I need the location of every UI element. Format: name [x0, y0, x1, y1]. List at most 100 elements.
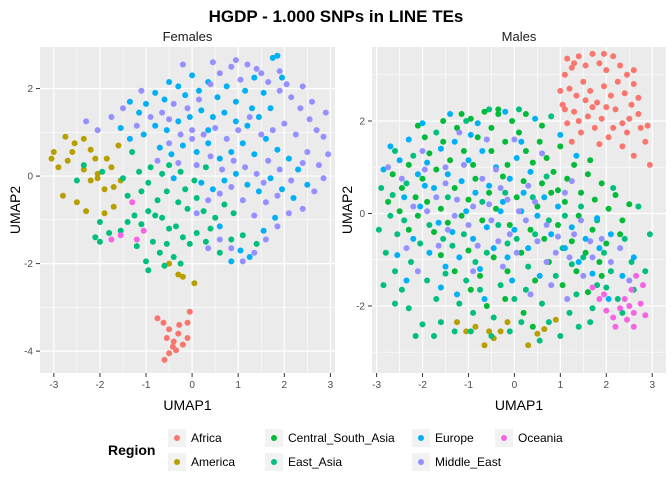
point-europe: [541, 194, 548, 201]
tick-label-y: -2: [356, 301, 365, 312]
point-central-south-asia: [467, 286, 474, 293]
point-middle-east: [200, 131, 207, 138]
point-america: [73, 199, 80, 206]
point-central-south-asia: [479, 217, 486, 224]
point-europe: [444, 171, 451, 178]
point-east-asia: [392, 300, 398, 307]
gridlines-females: [40, 47, 335, 373]
x-axis-label-males: UMAP1: [495, 397, 543, 413]
point-east-asia: [607, 268, 614, 275]
point-europe: [136, 109, 143, 116]
legend-entry-label: Europe: [435, 431, 474, 445]
point-east-asia: [619, 309, 626, 316]
point-east-asia: [614, 296, 621, 302]
point-europe: [497, 208, 504, 215]
point-middle-east: [246, 114, 253, 120]
point-east-asia: [433, 129, 440, 136]
point-central-south-asia: [424, 198, 431, 205]
point-central-south-asia: [571, 161, 578, 168]
point-africa: [607, 92, 614, 99]
point-europe: [520, 189, 527, 196]
point-east-asia: [152, 212, 159, 219]
point-east-asia: [506, 328, 513, 335]
point-oceania: [140, 227, 147, 234]
point-europe: [267, 105, 274, 112]
point-oceania: [601, 291, 607, 298]
point-middle-east: [207, 153, 214, 160]
point-east-asia: [184, 205, 191, 212]
point-europe: [168, 151, 175, 158]
point-europe: [513, 155, 520, 161]
point-central-south-asia: [472, 175, 479, 182]
point-america: [454, 319, 460, 326]
point-middle-east: [228, 184, 235, 190]
point-east-asia: [239, 232, 246, 239]
tick-label-y: 0: [27, 172, 33, 183]
point-america: [175, 271, 182, 278]
point-central-south-asia: [483, 303, 490, 309]
point-central-south-asia: [584, 171, 591, 178]
point-central-south-asia: [596, 259, 603, 265]
point-europe: [126, 135, 133, 142]
point-africa: [628, 101, 635, 108]
point-middle-east: [276, 87, 283, 94]
point-east-asia: [382, 249, 389, 256]
point-europe: [573, 152, 580, 159]
point-east-asia: [212, 214, 219, 221]
legend-swatch: [501, 435, 507, 441]
point-africa: [566, 85, 573, 92]
tick-label-x: 3: [649, 380, 655, 391]
point-middle-east: [543, 222, 550, 228]
point-europe: [474, 120, 481, 127]
point-africa: [170, 338, 177, 345]
point-europe: [244, 122, 251, 129]
point-europe: [536, 272, 543, 279]
point-europe: [467, 131, 474, 138]
point-central-south-asia: [502, 296, 509, 302]
point-middle-east: [230, 157, 237, 164]
point-middle-east: [216, 70, 223, 77]
point-east-asia: [522, 286, 529, 293]
point-central-south-asia: [548, 189, 555, 196]
point-central-south-asia: [555, 222, 561, 228]
point-east-asia: [502, 189, 509, 196]
point-middle-east: [564, 296, 571, 302]
point-central-south-asia: [493, 205, 499, 212]
point-america: [71, 140, 78, 147]
point-central-south-asia: [539, 180, 545, 187]
tick-label-y: 2: [359, 116, 365, 127]
point-middle-east: [299, 83, 306, 90]
point-europe: [175, 83, 182, 90]
point-east-asia: [230, 210, 237, 217]
point-east-asia: [161, 262, 168, 269]
point-middle-east: [589, 254, 596, 261]
point-central-south-asia: [398, 185, 405, 191]
point-europe: [186, 114, 193, 120]
point-europe: [209, 114, 216, 120]
point-europe: [479, 148, 486, 154]
point-america: [50, 149, 57, 155]
point-middle-east: [532, 198, 539, 205]
point-africa: [610, 53, 617, 60]
point-europe: [431, 185, 437, 191]
tick-label-x: -3: [49, 380, 58, 391]
panel-males: Males -3 -2 -1 0 1 2 3 -2 0 2 UMAP1 UMAP2: [339, 26, 666, 413]
point-africa: [635, 111, 642, 117]
point-middle-east: [251, 249, 258, 256]
point-europe: [465, 157, 472, 164]
point-america: [115, 142, 122, 149]
point-central-south-asia: [414, 122, 421, 129]
point-africa: [603, 67, 610, 74]
point-central-south-asia: [539, 122, 545, 129]
point-europe: [458, 178, 465, 185]
point-east-asia: [442, 270, 449, 277]
y-axis-label-males: UMAP2: [339, 186, 355, 234]
point-middle-east: [184, 105, 191, 112]
tick-label-y: -4: [24, 347, 33, 358]
tick-label-x: 3: [328, 380, 334, 391]
point-middle-east: [543, 259, 550, 265]
point-middle-east: [209, 59, 216, 66]
point-africa: [619, 120, 626, 127]
point-central-south-asia: [447, 157, 454, 164]
